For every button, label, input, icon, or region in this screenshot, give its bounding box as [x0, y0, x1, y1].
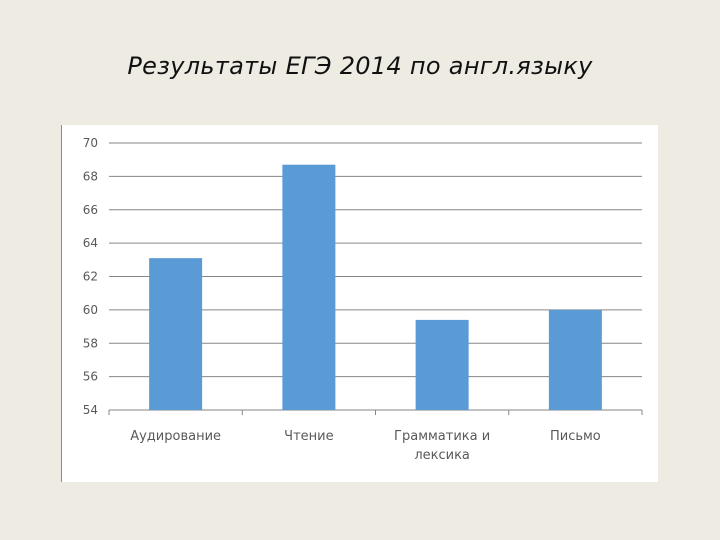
x-category-label: лексика [414, 448, 470, 463]
chart-panel: 54 56 58 60 62 64 66 68 70 Аудирование Чтение Грамм… [61, 125, 658, 482]
x-category-label: Чтение [284, 429, 333, 444]
slide-title: Результаты ЕГЭ 2014 по англ.языку [127, 52, 593, 80]
bar [282, 164, 336, 410]
bar [415, 319, 469, 410]
bar [548, 309, 602, 410]
y-tick-label: 70 [83, 136, 98, 150]
y-tick-label: 54 [83, 403, 98, 417]
y-tick-label: 62 [83, 270, 98, 284]
x-category-label: Аудирование [130, 429, 221, 444]
y-tick-label: 58 [83, 336, 98, 350]
y-tick-label: 60 [83, 303, 98, 317]
y-tick-label: 56 [83, 370, 98, 384]
bar [149, 258, 203, 410]
y-tick-label: 64 [83, 236, 98, 250]
bar-chart: 54 56 58 60 62 64 66 68 70 Аудирование Чтение Грамм… [83, 136, 643, 463]
y-tick-label: 68 [83, 169, 98, 183]
y-tick-label: 66 [83, 203, 98, 217]
x-category-label: Письмо [550, 429, 601, 444]
x-category-label: Грамматика и [394, 429, 490, 444]
